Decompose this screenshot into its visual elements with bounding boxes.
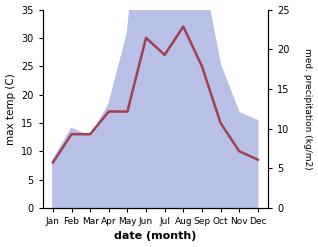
- Y-axis label: med. precipitation (kg/m2): med. precipitation (kg/m2): [303, 48, 313, 169]
- X-axis label: date (month): date (month): [114, 231, 197, 242]
- Y-axis label: max temp (C): max temp (C): [5, 73, 16, 144]
